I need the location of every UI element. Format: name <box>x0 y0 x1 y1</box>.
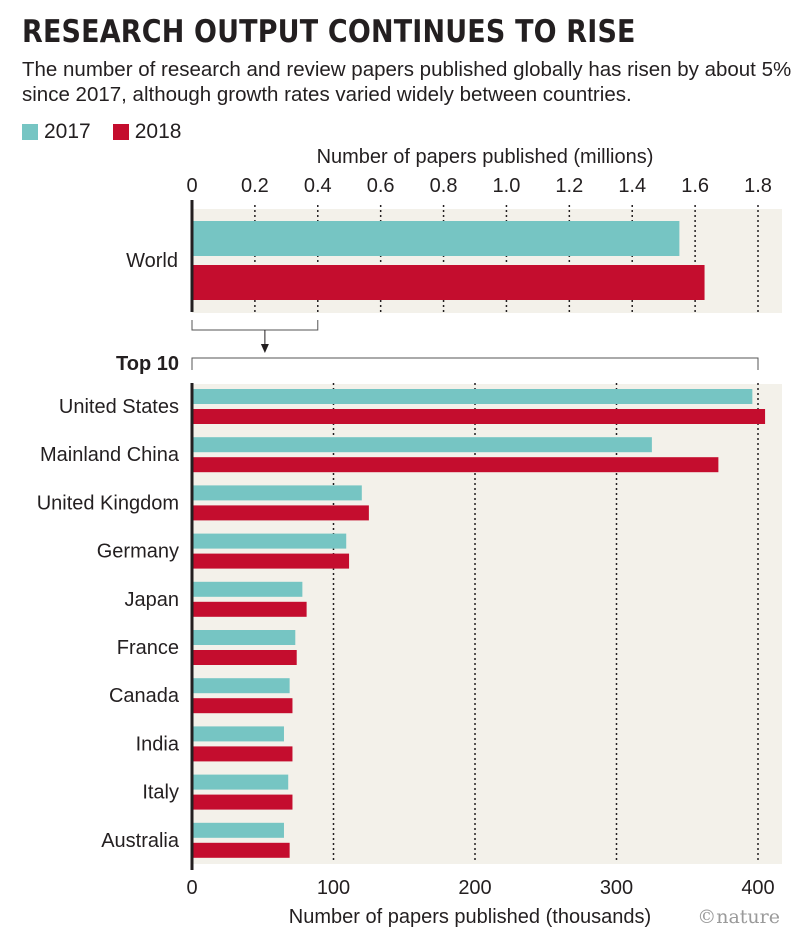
top10-tick-label-200: 200 <box>458 877 491 899</box>
bar-canada-2017 <box>192 678 290 694</box>
bar-japan-2017 <box>192 581 303 597</box>
bar-italy-2017 <box>192 774 289 790</box>
bar-united-states-2017 <box>192 389 753 404</box>
category-label-germany: Germany <box>97 541 179 563</box>
zoom-arrow-head <box>260 344 269 353</box>
legend-label-2018: 2018 <box>134 120 182 143</box>
world-category-label: World <box>126 250 178 272</box>
bar-france-2018 <box>192 650 297 665</box>
top10-tick-label-100: 100 <box>317 877 350 899</box>
legend: 2017 2018 <box>22 120 203 144</box>
world-axis-title: Number of papers published (millions) <box>317 146 654 168</box>
world-tick-label-0: 0 <box>186 175 197 197</box>
zoom-bracket <box>191 320 319 331</box>
bar-australia-2017 <box>192 822 284 838</box>
category-label-united-kingdom: United Kingdom <box>37 492 179 514</box>
bar-france-2017 <box>192 630 296 645</box>
top10-tick-label-0: 0 <box>186 877 197 899</box>
bar-united-kingdom-2017 <box>192 485 362 501</box>
world-tick-label-0-4: 0.4 <box>304 175 332 197</box>
category-label-australia: Australia <box>101 830 180 852</box>
category-label-mainland-china: Mainland China <box>40 444 180 466</box>
world-tick-label-0-8: 0.8 <box>430 175 458 197</box>
bar-mainland-china-2017 <box>192 437 652 453</box>
bar-australia-2018 <box>192 842 290 858</box>
top10-label: Top 10 <box>116 353 179 375</box>
top10-tick-label-400: 400 <box>741 877 774 899</box>
category-label-japan: Japan <box>125 589 180 611</box>
bar-germany-2018 <box>192 553 350 569</box>
category-label-france: France <box>117 637 179 659</box>
chart-title: RESEARCH OUTPUT CONTINUES TO RISE <box>22 14 636 50</box>
bar-germany-2017 <box>192 533 347 549</box>
bar-mainland-china-2018 <box>192 457 719 473</box>
top10-tick-label-300: 300 <box>600 877 633 899</box>
legend-swatch-2017 <box>22 124 38 140</box>
legend-swatch-2018 <box>112 124 129 140</box>
top10-panel-bg <box>192 384 782 864</box>
world-tick-label-1-2: 1.2 <box>555 175 583 197</box>
legend-label-2017: 2017 <box>44 120 91 143</box>
bar-japan-2018 <box>192 601 307 617</box>
world-tick-label-1-8: 1.8 <box>744 175 772 197</box>
world-bar-2017 <box>192 221 680 256</box>
category-label-canada: Canada <box>109 685 180 707</box>
world-tick-label-0-6: 0.6 <box>367 175 395 197</box>
bar-united-states-2018 <box>192 409 766 424</box>
chart-subtitle: The number of research and review papers… <box>22 58 792 106</box>
category-label-italy: Italy <box>142 782 179 804</box>
nature-logo: ©nature <box>697 906 780 928</box>
legend-item-2018: 2018 <box>112 120 182 144</box>
world-tick-label-0-2: 0.2 <box>241 175 269 197</box>
category-label-united-states: United States <box>59 396 179 418</box>
bar-canada-2018 <box>192 698 293 714</box>
world-tick-label-1-6: 1.6 <box>681 175 709 197</box>
world-bar-2018 <box>192 265 705 300</box>
bar-italy-2018 <box>192 794 293 810</box>
bar-india-2018 <box>192 746 293 762</box>
category-label-india: India <box>136 733 180 755</box>
top10-bracket <box>191 357 759 370</box>
top10-axis-title: Number of papers published (thousands) <box>289 906 651 928</box>
bar-india-2017 <box>192 726 284 742</box>
world-tick-label-1-0: 1.0 <box>493 175 521 197</box>
bar-united-kingdom-2018 <box>192 505 369 521</box>
world-tick-label-1-4: 1.4 <box>618 175 646 197</box>
legend-item-2017: 2017 <box>22 120 91 144</box>
